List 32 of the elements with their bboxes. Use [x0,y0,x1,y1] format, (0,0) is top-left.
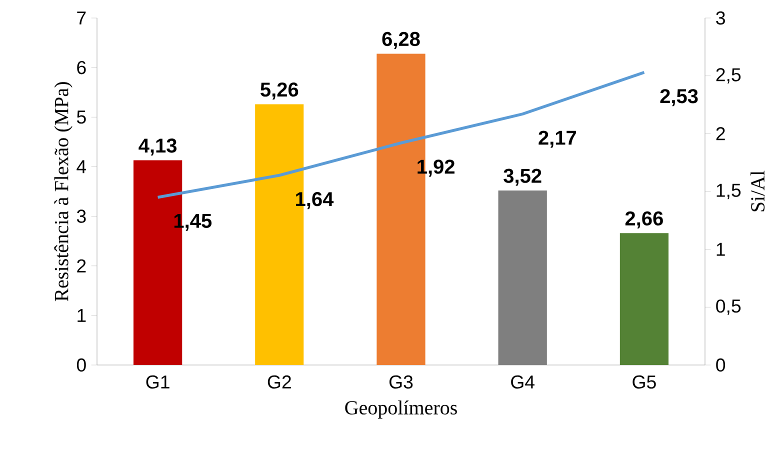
data-label: 5,26 [260,82,298,100]
y2-axis-title: Si/Al [750,170,765,212]
y-tick-label: 3 [76,210,86,223]
x-tick-label: G5 [632,375,656,389]
y-tick-label: 4 [76,160,86,174]
data-label: 4,13 [138,138,177,156]
bar [498,190,547,365]
data-label: 2,17 [538,130,576,148]
y-tick-label: 0 [76,358,86,372]
y2-tick-label: 2,5 [716,68,741,84]
x-tick-label: G4 [511,375,534,389]
y2-tick-label: 2 [716,127,725,140]
x-tick-label: G1 [146,375,170,389]
data-label: 2,66 [625,211,663,228]
y-tick-label: 6 [77,60,86,74]
data-label: 3,52 [504,168,542,186]
data-label: 2,53 [660,89,698,106]
y-tick-label: 2 [77,259,86,272]
bar [620,233,669,365]
y2-tick-label: 1,5 [716,184,741,200]
y-axis-title: Resistência à Flexão (MPa) [54,82,72,302]
x-tick-label: G3 [389,375,413,389]
y-tick-label: 5 [76,110,86,124]
y2-tick-label: 3 [716,11,725,25]
data-label: 6,28 [382,32,420,49]
y-tick-label: 1 [78,309,86,322]
x-tick-label: G2 [268,375,291,389]
y2-tick-label: 0,5 [716,299,741,315]
y2-tick-label: 0 [716,358,726,372]
y-tick-label: 7 [77,12,86,24]
y2-tick-label: 1 [716,242,725,256]
x-axis-title: Geopolímeros [345,400,457,419]
